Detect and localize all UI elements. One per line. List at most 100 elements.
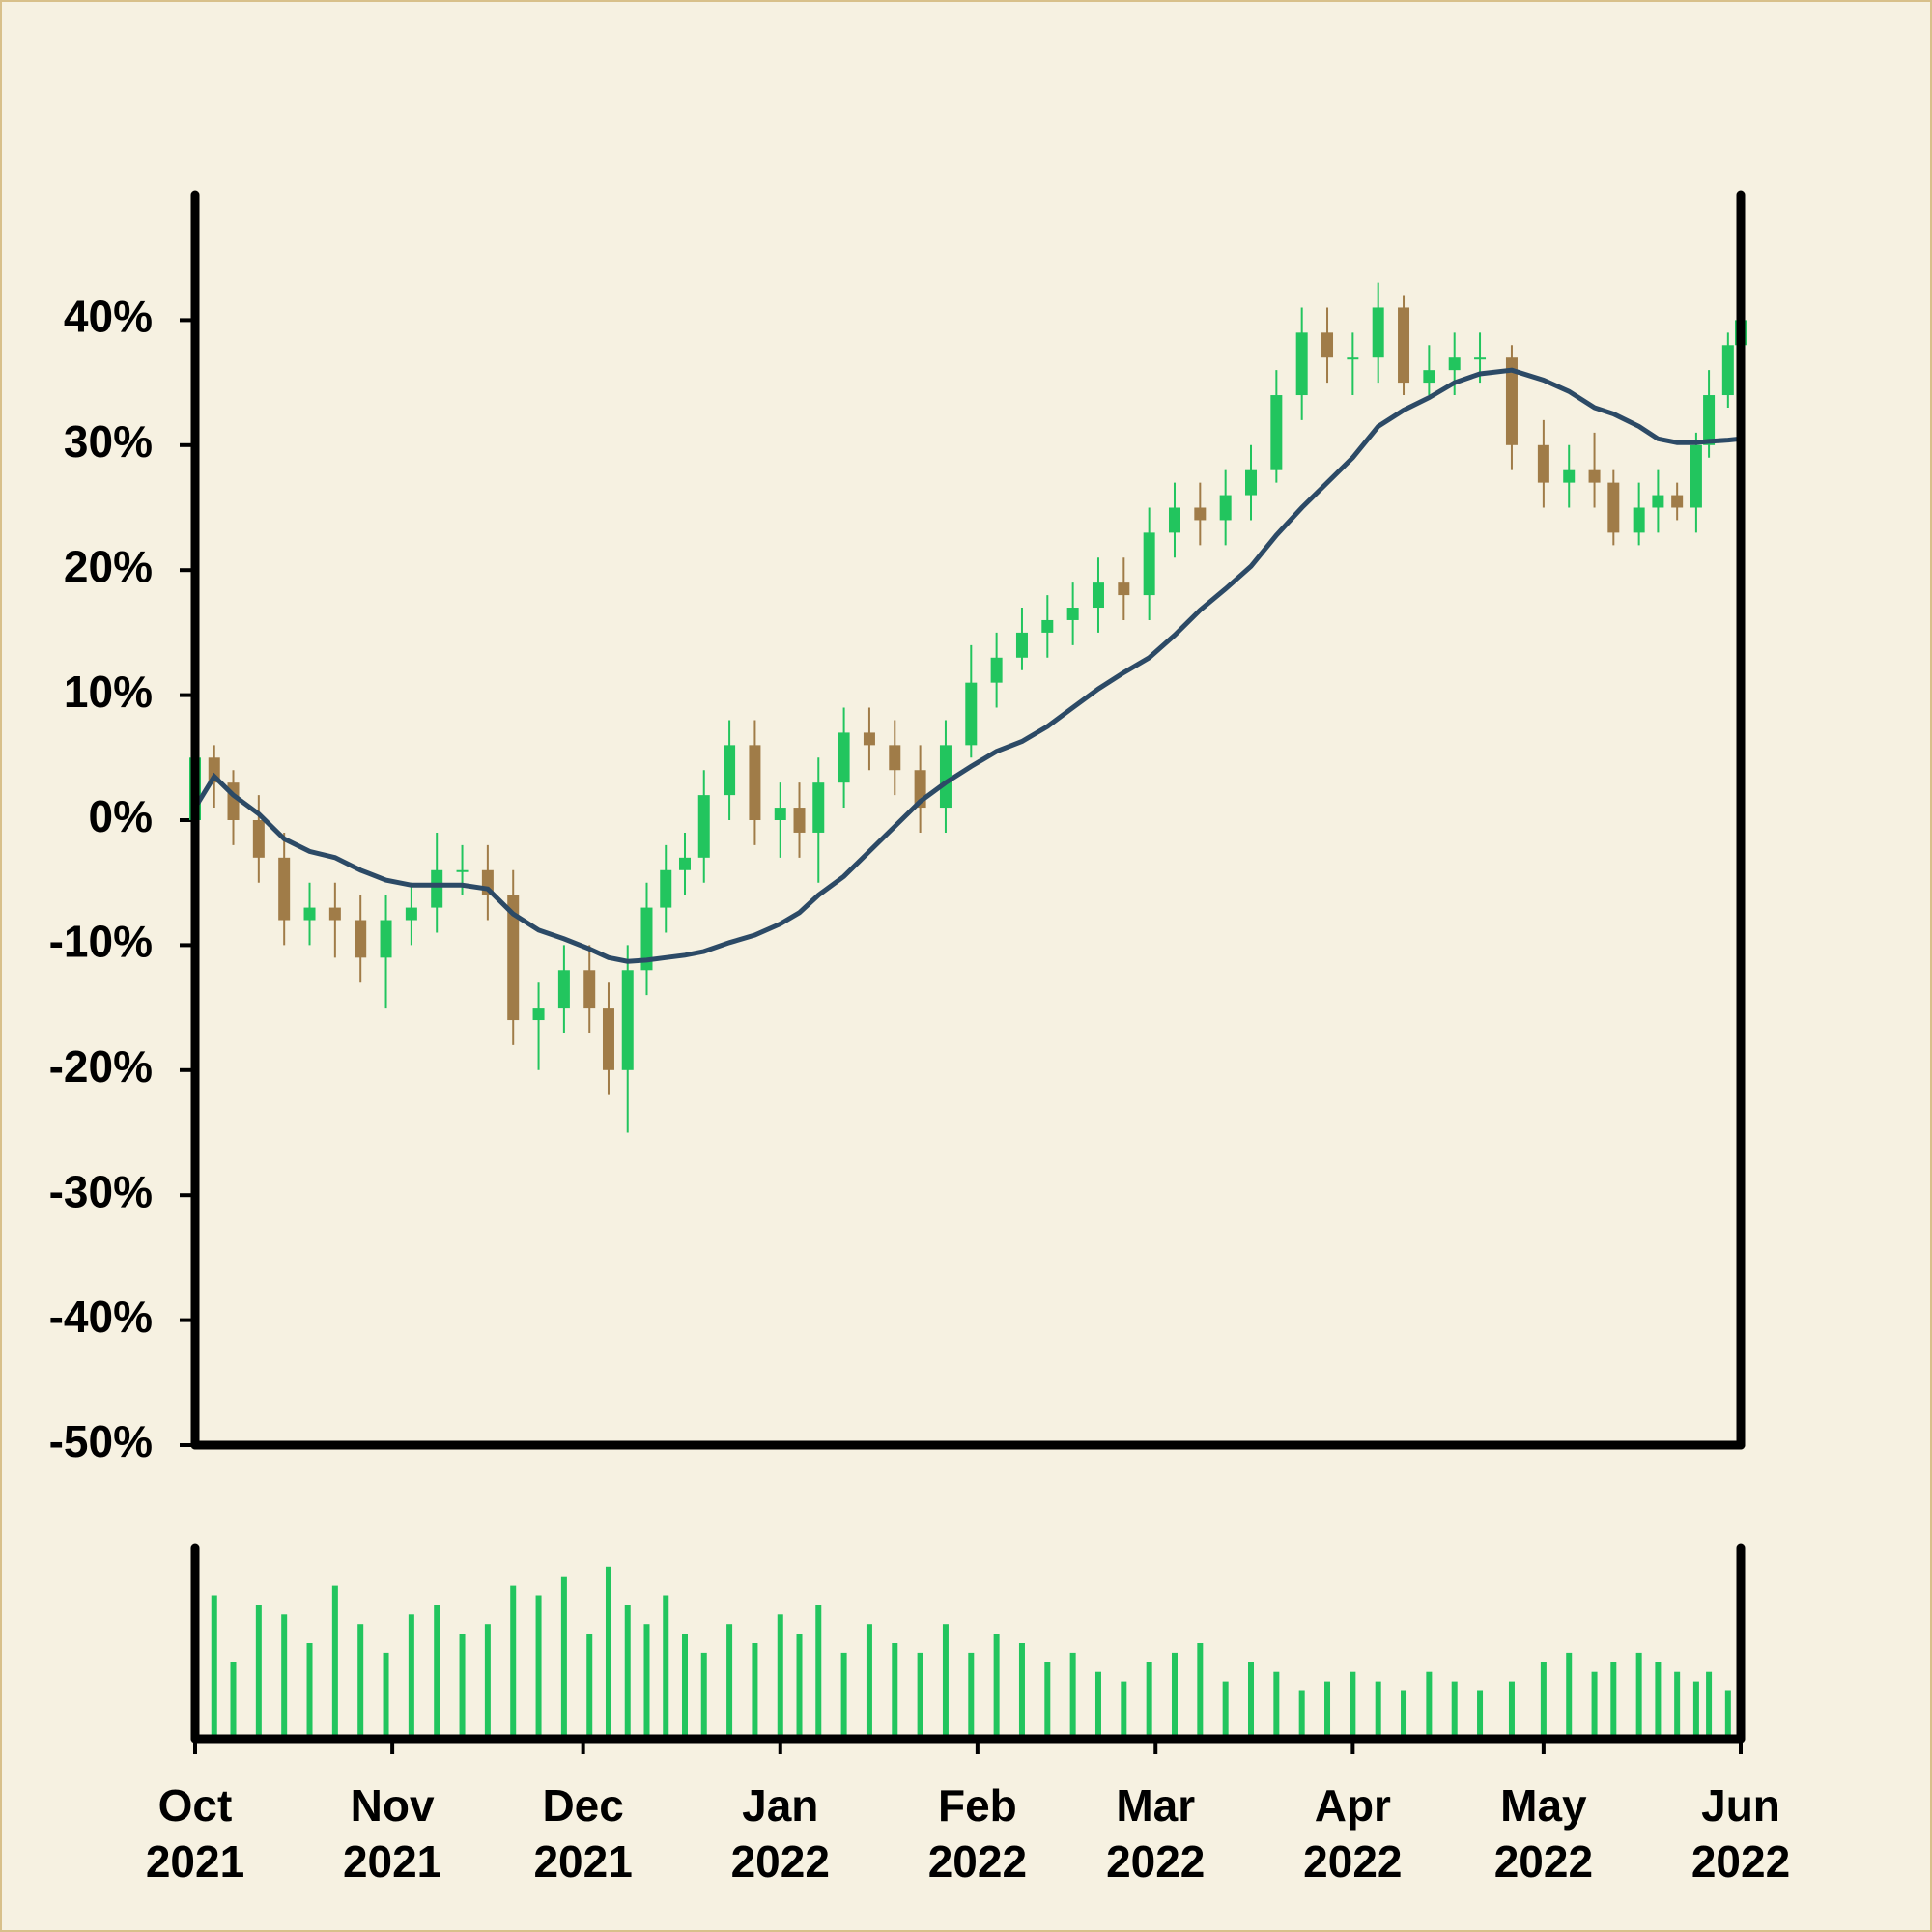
y-tick-label: 10% — [64, 667, 153, 717]
y-tick-label: 20% — [64, 541, 153, 591]
volume-bar — [942, 1624, 949, 1739]
volume-bar — [1146, 1662, 1152, 1739]
volume-bar — [1350, 1671, 1356, 1739]
candle-body — [697, 795, 710, 858]
candle-body — [1245, 469, 1258, 496]
volume-bar — [1635, 1652, 1642, 1739]
candle-body — [749, 745, 761, 820]
candle-body — [1295, 332, 1308, 396]
volume-bar — [211, 1595, 217, 1739]
candle-body — [1321, 332, 1334, 358]
volume-bar — [1197, 1643, 1204, 1739]
candle-body — [278, 857, 291, 921]
volume-bar — [484, 1624, 491, 1739]
x-tick-label: May 2022 — [1493, 1780, 1594, 1887]
candle-body — [583, 970, 596, 1009]
volume-bar — [1692, 1681, 1699, 1739]
y-tick-label: -30% — [49, 1166, 153, 1216]
volume-bar — [459, 1634, 466, 1739]
volume-bar — [1298, 1690, 1305, 1739]
moving-average-line — [192, 367, 1742, 964]
volume-bar — [1426, 1671, 1433, 1739]
volume-bar — [777, 1614, 783, 1739]
candle-body — [405, 907, 417, 921]
candle-body — [1270, 395, 1283, 470]
volume-bar — [1655, 1662, 1662, 1739]
volume-bar — [1540, 1662, 1547, 1739]
x-tick-label: Jun 2022 — [1690, 1780, 1791, 1887]
volume-bar — [1591, 1671, 1598, 1739]
candle-body — [532, 1008, 545, 1021]
volume-bar — [331, 1585, 338, 1739]
candle-body — [1398, 307, 1410, 384]
y-tick-label: 30% — [64, 416, 153, 467]
candle-body — [678, 857, 691, 870]
volume-bar — [1508, 1681, 1515, 1739]
candle-body — [990, 657, 1003, 683]
volume-bar — [968, 1652, 975, 1739]
volume-bar — [281, 1614, 288, 1739]
volume-bar — [624, 1605, 631, 1739]
volume-bar — [663, 1595, 669, 1739]
volume-bar — [866, 1624, 872, 1739]
candle-body — [724, 745, 736, 796]
volume-bar — [700, 1652, 707, 1739]
candle-body — [252, 820, 265, 858]
candle-body — [1721, 345, 1734, 396]
candle-body — [1690, 444, 1702, 508]
volume-bar — [1674, 1671, 1681, 1739]
candle-body — [1092, 582, 1104, 609]
volume-bar — [383, 1652, 389, 1739]
volume-bar — [1248, 1662, 1255, 1739]
volume-bar — [1324, 1681, 1331, 1739]
volume-bar — [1069, 1652, 1076, 1739]
volume-bar — [1401, 1690, 1407, 1739]
y-tick-label: -50% — [49, 1416, 153, 1466]
candle-body — [456, 869, 469, 872]
candle-body — [838, 732, 850, 783]
volume-bar — [1121, 1681, 1127, 1739]
candle-body — [1194, 507, 1207, 521]
volume-bar — [434, 1605, 440, 1739]
volume-bar — [1094, 1671, 1101, 1739]
candle-body — [1652, 495, 1664, 508]
candle-body — [1219, 495, 1232, 521]
candle-body — [1347, 357, 1359, 360]
volume-bar — [752, 1643, 758, 1739]
candle-body — [621, 970, 634, 1070]
volume-bar — [1451, 1681, 1458, 1739]
candle-body — [328, 907, 341, 921]
volume-bar — [1724, 1690, 1731, 1739]
candle-body — [1168, 507, 1180, 533]
candle-body — [1607, 482, 1620, 533]
x-tick-label: Apr 2022 — [1303, 1780, 1403, 1887]
candle-body — [640, 907, 653, 971]
volume-bar — [560, 1576, 567, 1739]
volume-bar — [726, 1624, 733, 1739]
candle-body — [1066, 608, 1079, 620]
candle-body — [863, 732, 875, 746]
volume-bar — [230, 1662, 237, 1739]
candle-body — [380, 920, 392, 958]
candle-body — [1633, 507, 1645, 533]
candle-body — [355, 920, 367, 958]
volume-bar — [255, 1605, 262, 1739]
x-tick-label: Mar 2022 — [1106, 1780, 1206, 1887]
candle-body — [939, 745, 952, 809]
candle-body — [965, 682, 978, 746]
candle-body — [557, 970, 570, 1009]
candle-body — [1118, 582, 1130, 596]
candle-body — [793, 808, 806, 833]
volume-bar — [1273, 1671, 1280, 1739]
x-tick-label: Oct 2021 — [145, 1780, 245, 1887]
candle-body — [602, 1008, 614, 1070]
volume-bar — [586, 1634, 593, 1739]
volume-bar — [796, 1634, 803, 1739]
candle-body — [1041, 619, 1054, 633]
volume-bar — [643, 1624, 650, 1739]
x-tick-label: Nov 2021 — [342, 1780, 442, 1887]
volume-bar — [1375, 1681, 1381, 1739]
candle-body — [1143, 532, 1155, 596]
y-tick-label: -10% — [49, 917, 153, 967]
